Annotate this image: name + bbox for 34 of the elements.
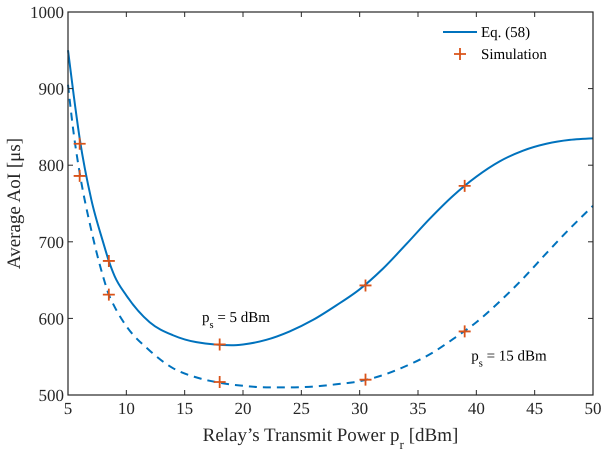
point [72,136,87,151]
x-tick-label: 50 [584,399,602,418]
x-tick-label: 15 [176,399,194,418]
x-tick-label: 35 [410,399,426,418]
x-axis-title: Relay’s Transmit Power p$_{r}$ [dBm] [202,425,458,451]
y-tick-label: 700 [38,232,64,252]
x-tick-label: 10 [118,399,135,418]
x-tick-label: 25 [292,399,310,418]
point [358,372,372,387]
line-series [67,49,594,346]
legend-label: Eq. (58) [481,25,530,41]
point [212,375,227,389]
x-tick-label: 5 [64,399,72,418]
y-tick-label: 900 [38,80,64,99]
line-series [67,84,594,388]
annotation: p$_{s}$ = 15 dBm [471,348,548,370]
x-tick-label: 20 [234,399,252,418]
point [358,278,372,292]
point [212,338,227,352]
point [72,169,87,183]
x-tick-label: 30 [351,399,368,418]
point [458,178,472,193]
y-tick-label: 800 [38,156,64,176]
x-tick-label: 45 [526,399,544,418]
point [458,324,472,338]
y-tick-label: 1000 [30,3,64,22]
annotation: p$_{s}$ = 5 dBm [202,310,270,331]
y-axis-title: Average AoI [μs] [4,138,25,270]
point [102,288,116,302]
point [102,254,116,268]
x-tick-label: 40 [468,399,485,418]
legend-label: Simulation [481,47,548,63]
y-tick-label: 500 [38,386,64,405]
y-tick-label: 600 [38,309,64,328]
